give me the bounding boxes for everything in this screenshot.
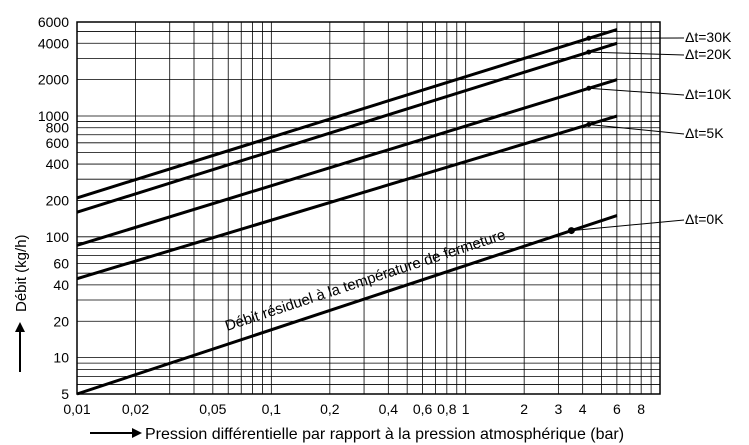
x-tick-label: 4 [579,401,587,417]
series-line [76,78,618,247]
x-axis-arrow [90,428,142,438]
y-tick-label: 1000 [38,108,69,124]
series-label: Δt=0K [685,211,724,227]
y-tick-label: 400 [46,156,70,172]
series-leader [588,87,685,96]
y-tick-label: 40 [53,277,69,293]
y-tick-label: 10 [53,350,69,366]
y-tick-label: 2000 [38,72,69,88]
x-tick-label: 0,01 [63,401,90,417]
x-tick-labels: 0,01 0,02 0,05 0,1 0,2 0,4 0,6 0,8 1 2 3 4 6 8 [63,401,645,417]
series-line [76,114,618,281]
y-tick-label: 20 [53,313,69,329]
series-label: Δt=20K [685,46,732,62]
x-tick-label: 0,8 [437,401,457,417]
series-label: Δt=30K [685,29,732,45]
y-tick-label: 5 [61,386,69,402]
grid [76,21,661,395]
x-tick-label: 3 [554,401,562,417]
y-axis-label: Débit (kg/h) [13,234,30,312]
series-layer [76,28,618,396]
y-tick-label: 800 [46,120,70,136]
y-tick-label: 4000 [38,35,69,51]
x-tick-label: 0,02 [122,401,149,417]
x-tick-label: 8 [637,401,645,417]
x-tick-label: 0,1 [262,401,282,417]
x-tick-label: 1 [462,401,470,417]
y-tick-label: 100 [46,229,70,245]
x-axis-label: Pression différentielle par rapport à la… [145,426,624,443]
series-leader [571,219,685,232]
series-leader [588,51,685,56]
y-tick-label: 60 [53,256,69,272]
series-line [76,214,618,396]
series-label: Δt=10K [685,86,732,102]
x-tick-label: 0,05 [199,401,226,417]
series-line [76,28,618,200]
x-tick-label: 0,2 [320,401,340,417]
y-tick-label: 600 [46,135,70,151]
y-tick-label: 6000 [38,14,69,30]
x-tick-label: 2 [520,401,528,417]
plot-frame [76,21,661,395]
series-label: Δt=5K [685,125,724,141]
y-tick-label: 200 [46,192,70,208]
x-tick-label: 0,6 [413,401,433,417]
x-tick-label: 0,4 [379,401,399,417]
x-tick-label: 6 [613,401,621,417]
series-leader [588,123,685,135]
marker-layer [567,35,685,235]
series-line [76,41,618,214]
y-axis-arrow [15,322,25,372]
